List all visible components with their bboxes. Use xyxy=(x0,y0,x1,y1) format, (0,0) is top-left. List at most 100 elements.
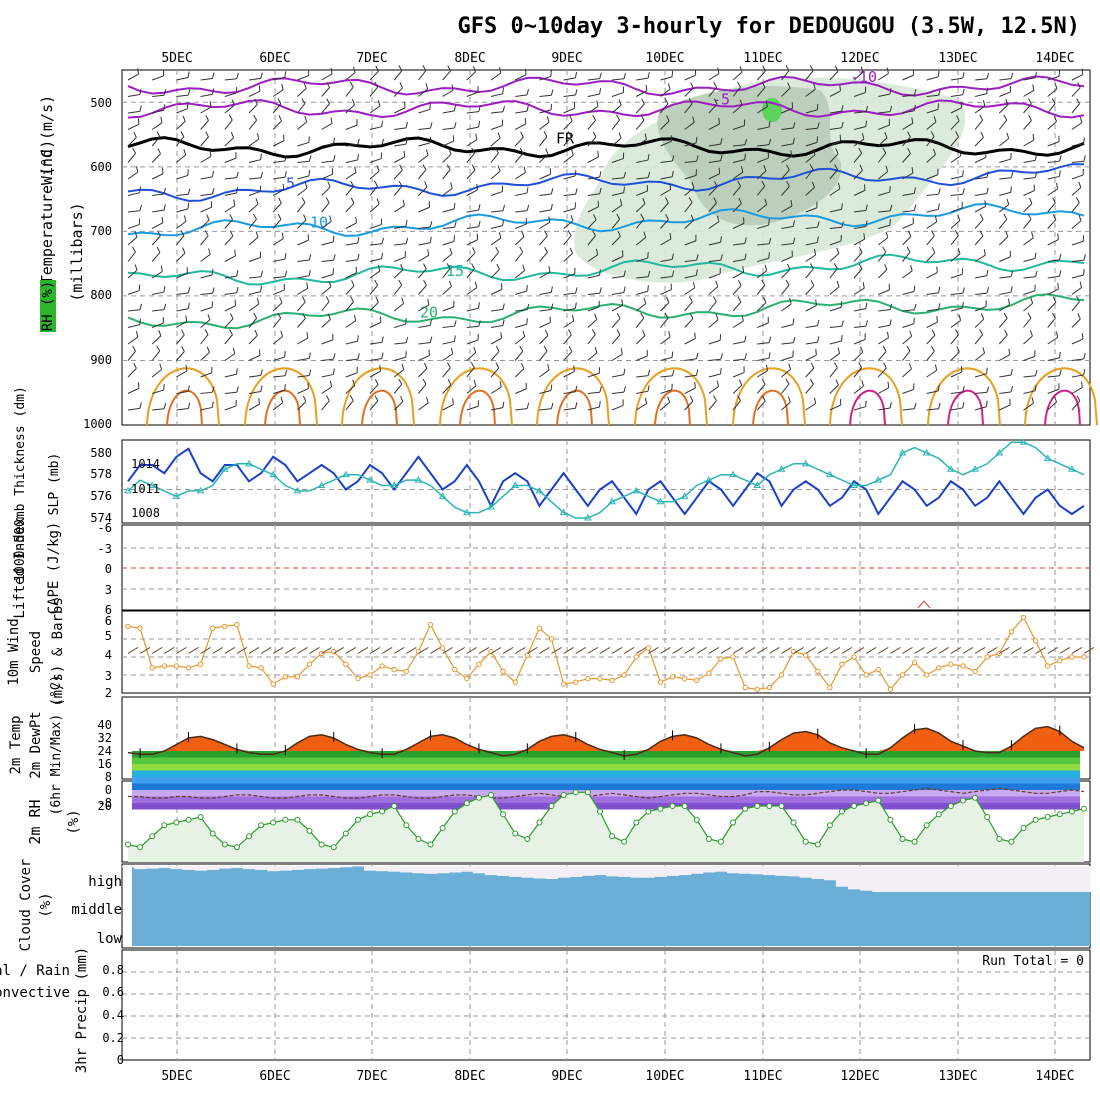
wind-barb xyxy=(733,286,741,295)
cloud-high-gap xyxy=(727,866,740,873)
wind-speed-point xyxy=(1082,655,1086,659)
wind-barb xyxy=(902,389,913,393)
wind-barb xyxy=(249,160,261,163)
wind-barb-flag xyxy=(574,366,575,372)
wind-barb xyxy=(564,176,576,179)
wind-speed-point xyxy=(961,664,965,668)
wind-barb xyxy=(128,153,136,162)
wind-barb-flag xyxy=(1011,386,1012,392)
wind-barb-flag xyxy=(450,248,452,254)
wind-barb xyxy=(346,260,358,262)
wind-barb xyxy=(297,188,307,195)
wind-barb xyxy=(249,335,257,344)
wind-barb-flag xyxy=(230,214,233,219)
wind-barb xyxy=(128,325,140,328)
wind-barb-flag xyxy=(1009,349,1010,355)
wind-barb xyxy=(491,269,499,278)
wind-barb xyxy=(322,287,331,295)
cloud-high-gap xyxy=(388,866,401,872)
slp-frame xyxy=(122,440,1090,523)
wind-barb xyxy=(975,137,983,146)
rh-point xyxy=(476,795,481,800)
wind-barb xyxy=(975,220,983,229)
wind-barb-flag xyxy=(1011,172,1013,178)
rh-point xyxy=(259,823,264,828)
wind-barb-flag xyxy=(887,332,888,338)
wind-barb xyxy=(733,272,744,278)
wind-barb-flag xyxy=(424,280,427,285)
precip-tick-0.8: 0.8 xyxy=(102,963,124,977)
wind-barb xyxy=(612,335,620,344)
cloud-high-gap xyxy=(570,866,583,877)
wind-barb-flag xyxy=(738,280,741,285)
cloud-high-gap xyxy=(146,866,159,869)
wind-barb-flag xyxy=(237,368,238,374)
wind-barb xyxy=(249,292,261,295)
wind-barb-flag xyxy=(400,82,403,87)
cloud-high-gap xyxy=(1042,866,1055,892)
wind-barb-flag xyxy=(425,182,427,188)
wind-speed-point xyxy=(174,664,178,668)
wind-speed-point xyxy=(646,646,650,650)
rh-point xyxy=(827,823,832,828)
cloud-high-gap xyxy=(219,866,232,869)
wind-barb xyxy=(176,109,187,113)
wind-barb xyxy=(297,240,308,245)
wind-barb-flag xyxy=(616,115,619,120)
wind-barb xyxy=(394,304,403,311)
wind-barb-flag xyxy=(762,379,765,384)
wind-barb xyxy=(636,304,645,311)
wind-barb xyxy=(467,340,478,344)
wind-10m-barb xyxy=(539,647,549,653)
wind-barb xyxy=(781,384,788,393)
cloud-high-gap xyxy=(957,866,970,892)
wind-barb xyxy=(176,236,184,245)
wind-barb-flag xyxy=(600,73,602,79)
wind-barb xyxy=(685,75,696,80)
wind-barb-flag xyxy=(600,386,602,392)
wind-barb xyxy=(1023,391,1035,394)
wind-barb xyxy=(467,112,479,113)
wind-barb-flag xyxy=(259,398,260,404)
wind-barb-flag xyxy=(595,347,597,353)
wind-barb-flag xyxy=(980,214,983,219)
wind-barb xyxy=(781,285,789,294)
wind-barb-flag xyxy=(598,201,599,207)
wind-barb xyxy=(733,302,741,311)
rh-point xyxy=(622,839,627,844)
wind-barb-flag xyxy=(352,280,355,285)
wind-barb-flag xyxy=(520,346,523,351)
wind-barb xyxy=(902,75,913,80)
wind-barb xyxy=(394,324,405,327)
cloud-high-gap xyxy=(896,866,909,892)
wind-speed-point xyxy=(1021,615,1025,619)
wind-barb xyxy=(249,219,256,228)
cloud-high-gap xyxy=(279,866,292,871)
wind-speed-point xyxy=(1058,658,1062,662)
wind-barb xyxy=(346,359,358,360)
wind-barb xyxy=(999,318,1007,327)
wind-10m-barb xyxy=(830,647,840,653)
wind-barb xyxy=(394,343,406,344)
wind-barb xyxy=(588,353,597,361)
cloud-high-gap xyxy=(340,866,353,867)
wind-barb xyxy=(806,368,814,377)
rh-point xyxy=(573,790,578,795)
wind-barb xyxy=(322,260,334,261)
wind-barb-flag xyxy=(283,184,284,190)
wind-barb-flag xyxy=(382,238,384,244)
rh-point xyxy=(343,831,348,836)
wind-barb xyxy=(418,368,426,377)
wind-barb-flag xyxy=(157,247,160,252)
wind-barb xyxy=(806,384,814,393)
wind-barb xyxy=(297,203,305,212)
wind-barb-flag xyxy=(527,205,529,211)
wind-barb xyxy=(418,243,430,245)
cloud-level-low: low xyxy=(97,931,123,947)
rh-point xyxy=(779,804,784,809)
wind-barb-flag xyxy=(237,187,238,193)
wind-barb-flag xyxy=(668,83,670,89)
thickness-series-line xyxy=(128,442,1084,518)
wind-barb xyxy=(806,306,817,311)
wind-barb xyxy=(1072,104,1080,113)
